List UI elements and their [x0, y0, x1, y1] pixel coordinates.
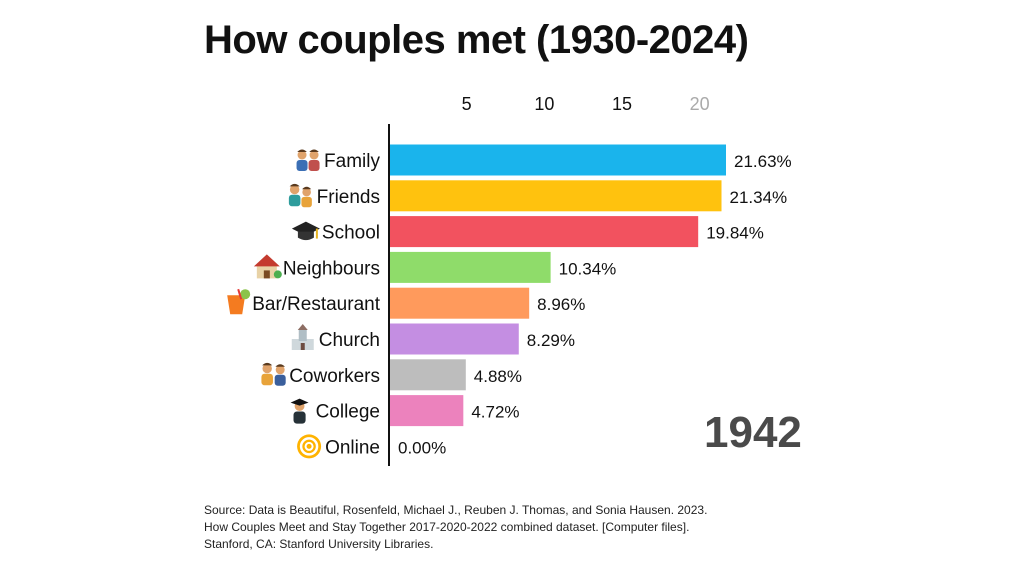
- church-icon: [291, 324, 314, 350]
- x-tick-label: 20: [690, 94, 710, 114]
- category-label: Bar/Restaurant: [252, 294, 381, 315]
- bar: [390, 359, 466, 391]
- source-line: Stanford, CA: Stanford University Librar…: [204, 537, 434, 551]
- cocktail-icon: [227, 288, 251, 315]
- category-label: Neighbours: [283, 258, 380, 279]
- category-label: Family: [324, 151, 380, 172]
- bar: [390, 180, 722, 212]
- value-label: 4.72%: [471, 403, 519, 422]
- family-icon: [296, 149, 320, 171]
- source-line: Source: Data is Beautiful, Rosenfeld, Mi…: [204, 503, 708, 517]
- x-tick-label: 5: [462, 94, 472, 114]
- category-label: College: [316, 402, 380, 423]
- value-label: 21.34%: [729, 188, 787, 207]
- bar: [390, 323, 519, 355]
- graduation-cap-icon: [291, 221, 320, 241]
- category-label: Church: [319, 330, 380, 351]
- value-label: 0.00%: [398, 438, 446, 457]
- value-label: 10.34%: [559, 259, 617, 278]
- value-label: 21.63%: [734, 152, 792, 171]
- value-label: 8.29%: [527, 331, 575, 350]
- friends-icon: [288, 183, 312, 208]
- category-label: Online: [325, 437, 380, 458]
- category-label: School: [322, 223, 380, 244]
- bar: [390, 251, 551, 283]
- chart-title: How couples met (1930-2024): [204, 18, 749, 62]
- source-line: How Couples Meet and Stay Together 2017-…: [204, 520, 690, 534]
- category-label: Coworkers: [289, 366, 380, 387]
- bar: [390, 287, 530, 319]
- bar: [390, 144, 726, 176]
- bar: [390, 395, 464, 427]
- at-sign-icon: [297, 434, 322, 459]
- graduate-icon: [290, 398, 309, 424]
- year-label: 1942: [704, 408, 802, 457]
- bar: [390, 216, 699, 248]
- value-label: 8.96%: [537, 295, 585, 314]
- coworkers-icon: [261, 362, 286, 386]
- x-tick-label: 10: [534, 94, 554, 114]
- house-icon: [253, 254, 282, 279]
- source-note: Source: Data is Beautiful, Rosenfeld, Mi…: [204, 502, 707, 553]
- value-label: 4.88%: [474, 367, 522, 386]
- value-label: 19.84%: [706, 224, 764, 243]
- category-label: Friends: [317, 187, 380, 208]
- x-tick-label: 15: [612, 94, 632, 114]
